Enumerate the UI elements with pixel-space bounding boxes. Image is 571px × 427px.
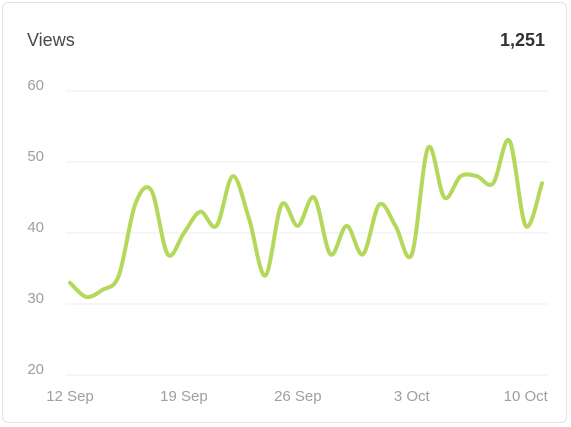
y-tick-label: 20 xyxy=(27,361,44,378)
data-point[interactable] xyxy=(422,142,434,154)
data-point[interactable] xyxy=(406,248,418,260)
y-tick-label: 50 xyxy=(27,148,44,165)
data-point[interactable] xyxy=(373,199,385,211)
data-point[interactable] xyxy=(438,192,450,204)
data-point[interactable] xyxy=(64,277,76,289)
data-point[interactable] xyxy=(520,220,532,232)
data-point[interactable] xyxy=(536,177,548,189)
data-point[interactable] xyxy=(210,220,222,232)
data-point[interactable] xyxy=(503,135,515,147)
x-tick-label: 19 Sep xyxy=(160,388,208,405)
data-point[interactable] xyxy=(487,177,499,189)
views-card: Views 1,251 xyxy=(2,2,567,423)
data-point[interactable] xyxy=(113,270,125,282)
data-point[interactable] xyxy=(357,248,369,260)
data-point[interactable] xyxy=(227,170,239,182)
x-tick-label: 26 Sep xyxy=(274,388,322,405)
data-point[interactable] xyxy=(471,170,483,182)
data-point[interactable] xyxy=(129,199,141,211)
data-point[interactable] xyxy=(276,199,288,211)
series-line xyxy=(68,138,544,300)
x-tick-label: 3 Oct xyxy=(394,388,431,405)
data-point[interactable] xyxy=(455,170,467,182)
data-point[interactable] xyxy=(341,220,353,232)
data-point[interactable] xyxy=(178,227,190,239)
data-point[interactable] xyxy=(324,248,336,260)
x-tick-label: 12 Sep xyxy=(46,388,94,405)
data-point[interactable] xyxy=(390,220,402,232)
data-point[interactable] xyxy=(243,213,255,225)
data-point[interactable] xyxy=(194,206,206,218)
x-tick-label: 10 Oct xyxy=(504,388,549,405)
y-tick-label: 40 xyxy=(27,219,44,236)
y-tick-label: 30 xyxy=(27,290,44,307)
y-tick-label: 60 xyxy=(27,77,44,94)
data-point[interactable] xyxy=(145,184,157,196)
data-point[interactable] xyxy=(80,291,92,303)
card-title: Views xyxy=(27,30,75,50)
data-point[interactable] xyxy=(97,284,109,296)
data-point[interactable] xyxy=(308,192,320,204)
data-point[interactable] xyxy=(162,248,174,260)
data-point[interactable] xyxy=(292,220,304,232)
views-total: 1,251 xyxy=(499,30,545,50)
data-point[interactable] xyxy=(259,270,271,282)
